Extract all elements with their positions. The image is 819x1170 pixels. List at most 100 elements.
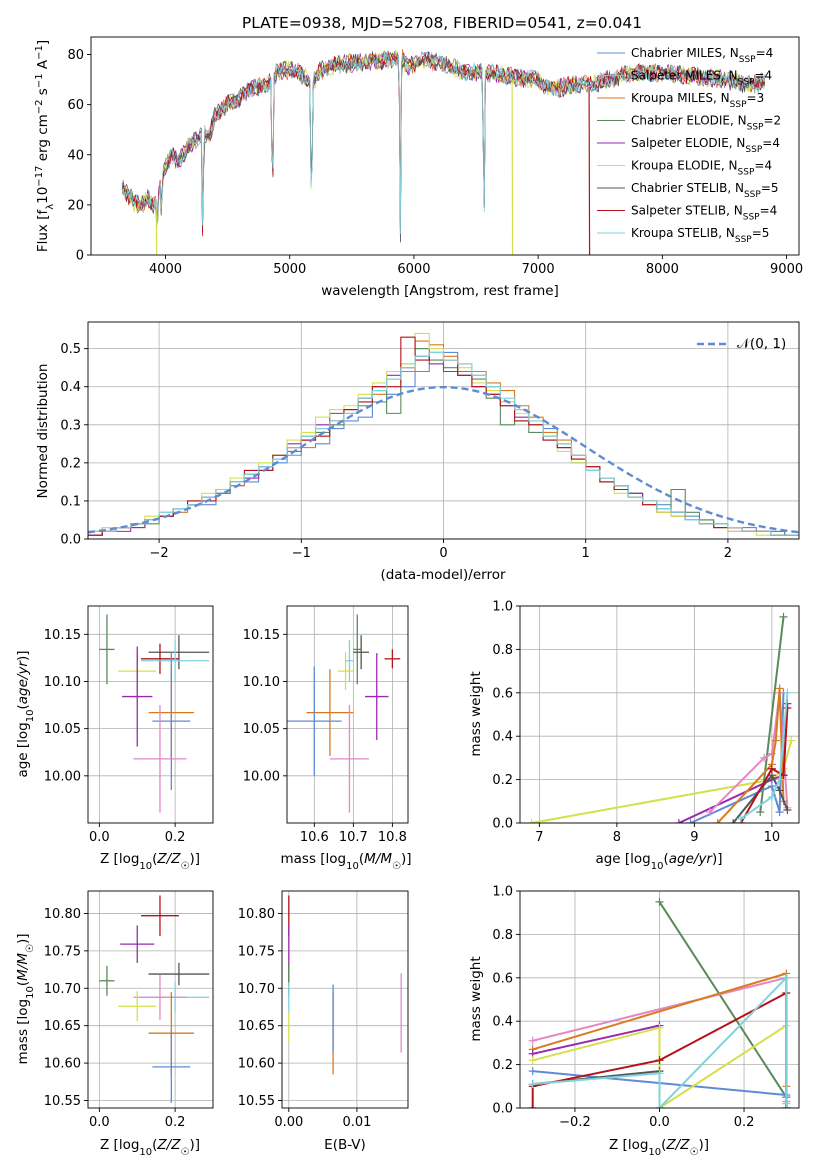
y-axis-label: mass weight <box>468 671 484 756</box>
x-tick-label: 0 <box>439 546 447 561</box>
weight-line <box>532 1024 661 1108</box>
plus-marker <box>787 736 796 745</box>
weight-line <box>532 1070 661 1108</box>
x-tick-label: 0.00 <box>274 1115 303 1130</box>
axes-frame <box>87 605 214 824</box>
y-tick-label: 0.6 <box>492 971 513 986</box>
y-tick-label: 1.0 <box>492 885 513 900</box>
spectrum-line <box>122 49 766 232</box>
plus-marker <box>528 1036 537 1045</box>
y-tick-label: 0.2 <box>492 773 513 788</box>
y-tick-label: 10.70 <box>238 982 275 997</box>
axes-frame <box>90 36 800 256</box>
age-mass-panel: 10.6 10.7 10.8 10.00 10.05 10.10 10.15 <box>243 605 409 845</box>
plus-marker <box>767 764 776 773</box>
x-tick-label: 8000 <box>646 262 679 277</box>
x-tick-label: 0.0 <box>89 830 110 845</box>
y-axis-label: Flux [fλ10−17 erg cm−2 s−1 A−1] <box>34 40 56 252</box>
x-tick-label: 7000 <box>522 262 555 277</box>
figure-title: PLATE=0938, MJD=52708, FIBERID=0541, z=0… <box>242 14 642 32</box>
legend-label: Salpeter ELODIE, NSSP=4 <box>631 136 780 155</box>
plot-area <box>99 895 210 1103</box>
plus-marker <box>775 786 784 795</box>
y-tick-label: 0.4 <box>492 1015 513 1030</box>
plus-marker <box>528 1067 537 1076</box>
plus-marker <box>736 814 745 823</box>
x-tick-label: 6000 <box>397 262 430 277</box>
plus-marker <box>783 703 792 712</box>
y-tick-label: 10.60 <box>238 1057 275 1072</box>
legend-label: Chabrier ELODIE, NSSP=2 <box>631 114 781 133</box>
weight-z-panel: −0.2 0.0 0.2 0.0 0.2 0.4 0.6 0.8 1.0 <box>492 885 800 1130</box>
x-axis-label: age [log10(age/yr)] <box>595 851 722 872</box>
legend-label: Chabrier MILES, NSSP=4 <box>631 46 773 65</box>
plot-area <box>527 612 796 823</box>
plus-marker <box>655 1104 664 1108</box>
y-tick-label: 1.0 <box>492 600 513 615</box>
spectrum-line <box>121 51 766 228</box>
grid-layer <box>520 605 799 824</box>
plus-marker <box>767 792 776 801</box>
y-tick-label: 0.3 <box>60 418 81 433</box>
plot-area <box>99 614 210 813</box>
legend-label: Chabrier STELIB, NSSP=5 <box>631 181 779 200</box>
plus-marker <box>782 973 791 982</box>
y-tick-label: 10.80 <box>44 907 81 922</box>
y-tick-label: 0.8 <box>492 643 513 658</box>
plus-marker <box>527 819 536 823</box>
plot-area <box>288 895 402 1075</box>
y-tick-label: 10.10 <box>44 675 81 690</box>
y-tick-label: 10.80 <box>238 907 275 922</box>
y-tick-label: 0.8 <box>492 928 513 943</box>
weight-age-panel: 7 8 9 10 0.0 0.2 0.4 0.6 0.8 1.0 <box>492 600 800 845</box>
y-tick-label: 10.55 <box>238 1094 275 1109</box>
plus-marker <box>686 819 695 823</box>
legend-label: Kroupa STELIB, NSSP=5 <box>631 226 769 245</box>
x-tick-label: 10.7 <box>339 830 368 845</box>
x-tick-label: 0.2 <box>734 1115 755 1130</box>
legend-label: Kroupa ELODIE, NSSP=4 <box>631 159 772 178</box>
plus-marker <box>760 753 769 762</box>
y-tick-label: 10.70 <box>44 982 81 997</box>
histogram-step <box>88 351 799 536</box>
mass-z-panel: 0.0 0.2 10.55 10.60 10.65 10.70 10.75 10.80 <box>44 890 214 1130</box>
x-tick-label: 4000 <box>149 262 182 277</box>
plus-marker <box>528 1104 537 1108</box>
plus-marker <box>783 688 792 697</box>
spectrum-line <box>121 51 766 235</box>
y-tick-label: 10.10 <box>243 675 280 690</box>
plus-marker <box>771 736 780 745</box>
y-tick-label: 10.55 <box>44 1094 81 1109</box>
normal-curve <box>88 385 799 534</box>
plot-area <box>528 897 791 1108</box>
x-tick-label: 10.6 <box>300 830 329 845</box>
y-tick-label: 10.75 <box>238 944 275 959</box>
weight-line <box>532 976 788 1108</box>
plus-marker <box>528 1056 537 1065</box>
x-tick-label: 10.8 <box>378 830 407 845</box>
axes-frame <box>286 605 409 824</box>
plus-marker <box>713 819 722 823</box>
x-tick-label: 0.0 <box>649 1115 670 1130</box>
y-tick-label: 10.05 <box>243 722 280 737</box>
weight-line <box>658 901 788 1098</box>
legend-label: 𝒩(0, 1) <box>737 336 786 352</box>
plus-marker <box>674 819 683 823</box>
weight-line <box>740 692 789 820</box>
x-axis-label: Z [log10(Z/Z☉)] <box>609 1137 709 1158</box>
y-tick-label: 10.00 <box>44 769 81 784</box>
y-tick-label: 10.00 <box>243 769 280 784</box>
x-tick-label: 9000 <box>770 262 803 277</box>
y-tick-label: 0.0 <box>492 817 513 832</box>
legend-label: Salpeter MILES, NSSP=4 <box>631 69 772 88</box>
axes-frame <box>519 605 800 824</box>
plus-marker <box>705 808 714 817</box>
x-tick-label: 0.2 <box>165 830 186 845</box>
plot-area <box>287 614 401 813</box>
x-tick-label: 0.2 <box>165 1115 186 1130</box>
y-tick-label: 80 <box>67 48 84 63</box>
x-tick-label: 7 <box>535 830 543 845</box>
y-tick-label: 10.15 <box>243 628 280 643</box>
plot-area <box>121 48 766 255</box>
y-tick-label: 10.75 <box>44 944 81 959</box>
